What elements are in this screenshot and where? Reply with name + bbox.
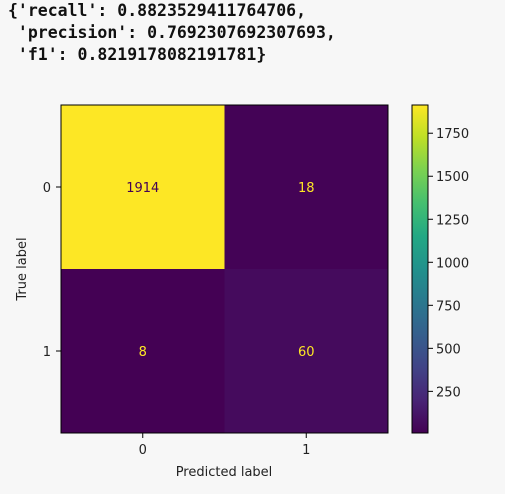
x-tick-label: 1 (302, 443, 310, 458)
matrix-cells (61, 105, 388, 433)
y-tick-label: 0 (43, 181, 51, 196)
metrics-line: {'recall': 0.8823529411764706, (8, 1, 307, 20)
y-tick-label: 1 (43, 345, 51, 360)
colorbar-tick-label: 1250 (436, 213, 469, 228)
x-axis-label: Predicted label (176, 465, 273, 480)
cell-value-0-1: 18 (298, 181, 315, 196)
cell-value-0-0: 1914 (126, 181, 159, 196)
matrix-cell-1-1 (224, 269, 388, 433)
y-axis-label: True label (15, 237, 30, 301)
matrix-cell-1-0 (61, 269, 225, 433)
colorbar-tick-label: 500 (436, 342, 461, 357)
metrics-line: 'f1': 0.8219178082191781} (8, 45, 267, 64)
matrix-cell-labels: 1914 18 8 60 (126, 181, 314, 360)
plot-frame (60, 104, 389, 434)
colorbar (411, 104, 429, 434)
matrix-cell-0-1 (224, 105, 388, 269)
cell-value-1-0: 8 (139, 345, 147, 360)
colorbar-ticks: 250 500 750 1000 1250 1500 1750 (428, 127, 469, 400)
colorbar-tick-label: 750 (436, 299, 461, 314)
colorbar-tick-label: 1000 (436, 256, 469, 271)
metrics-output: {'recall': 0.8823529411764706, 'precisio… (8, 0, 336, 66)
x-tick-label: 0 (139, 443, 147, 458)
colorbar-tick-label: 1750 (436, 127, 469, 142)
metrics-line: 'precision': 0.7692307692307693, (8, 23, 336, 42)
colorbar-tick-label: 1500 (436, 170, 469, 185)
y-axis-ticks: 01 (43, 181, 61, 360)
cell-value-1-1: 60 (298, 345, 315, 360)
matrix-cell-0-0 (61, 105, 225, 269)
colorbar-tick-label: 250 (436, 385, 461, 400)
